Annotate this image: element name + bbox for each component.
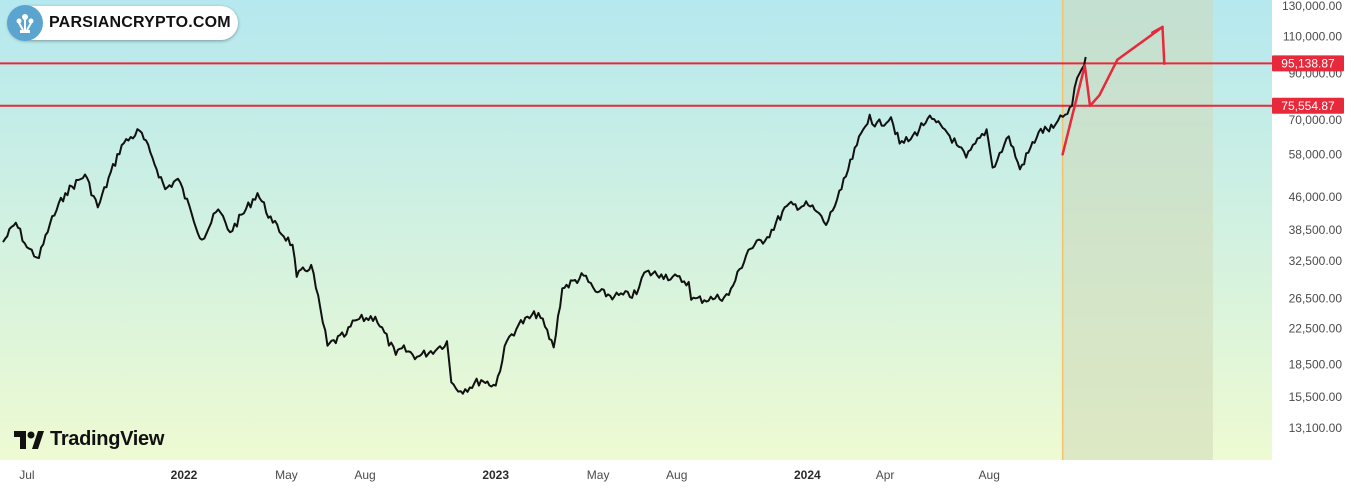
tradingview-wordmark: TradingView [50, 428, 165, 450]
x-tick-label: Aug [979, 468, 1000, 482]
y-tick-label: 58,000.00 [1289, 147, 1343, 161]
y-tick-label: 70,000.00 [1289, 113, 1343, 127]
watermark-text: PARSIANCRYPTO.COM [49, 14, 231, 31]
parsiancrypto-watermark: PARSIANCRYPTO.COM [7, 5, 238, 41]
y-tick-label: 13,100.00 [1289, 421, 1343, 435]
x-tick-label: May [275, 468, 298, 482]
price-series-line [2, 56, 1087, 395]
forecast-zone [1062, 0, 1213, 460]
forecast-arrow-line [1061, 58, 1119, 156]
y-tick-label: 46,000.00 [1289, 190, 1343, 204]
forecast-arrow-line [1151, 25, 1164, 34]
y-tick-label: 38,500.00 [1289, 223, 1343, 237]
y-tick-label: 130,000.00 [1282, 0, 1342, 13]
parsiancrypto-logo-icon [7, 5, 43, 41]
price-axis-background [1272, 0, 1357, 460]
y-tick-label: 26,500.00 [1289, 291, 1343, 305]
x-tick-label: Aug [354, 468, 375, 482]
x-tick-label: 2024 [794, 468, 821, 482]
x-tick-label: 2023 [482, 468, 509, 482]
x-tick-label: 2022 [171, 468, 198, 482]
y-tick-label: 18,500.00 [1289, 358, 1343, 372]
level-label: 75,554.87 [1281, 99, 1335, 113]
x-tick-label: Apr [876, 468, 895, 482]
tradingview-logo-icon [14, 430, 44, 449]
time-axis-background [0, 460, 1357, 489]
tradingview-brand[interactable]: TradingView [14, 428, 164, 451]
level-label: 95,138.87 [1281, 56, 1335, 70]
x-tick-label: Jul [19, 468, 34, 482]
level-label-badge [1272, 55, 1344, 72]
level-label-badge [1272, 97, 1344, 114]
forecast-arrow-line [1161, 25, 1166, 65]
plot-background [0, 0, 1272, 460]
x-tick-label: May [587, 468, 610, 482]
y-tick-label: 22,500.00 [1289, 322, 1343, 336]
y-tick-label: 110,000.00 [1283, 30, 1342, 44]
y-tick-label: 15,500.00 [1289, 390, 1343, 404]
y-tick-label: 32,500.00 [1289, 254, 1343, 268]
x-tick-label: Aug [666, 468, 687, 482]
